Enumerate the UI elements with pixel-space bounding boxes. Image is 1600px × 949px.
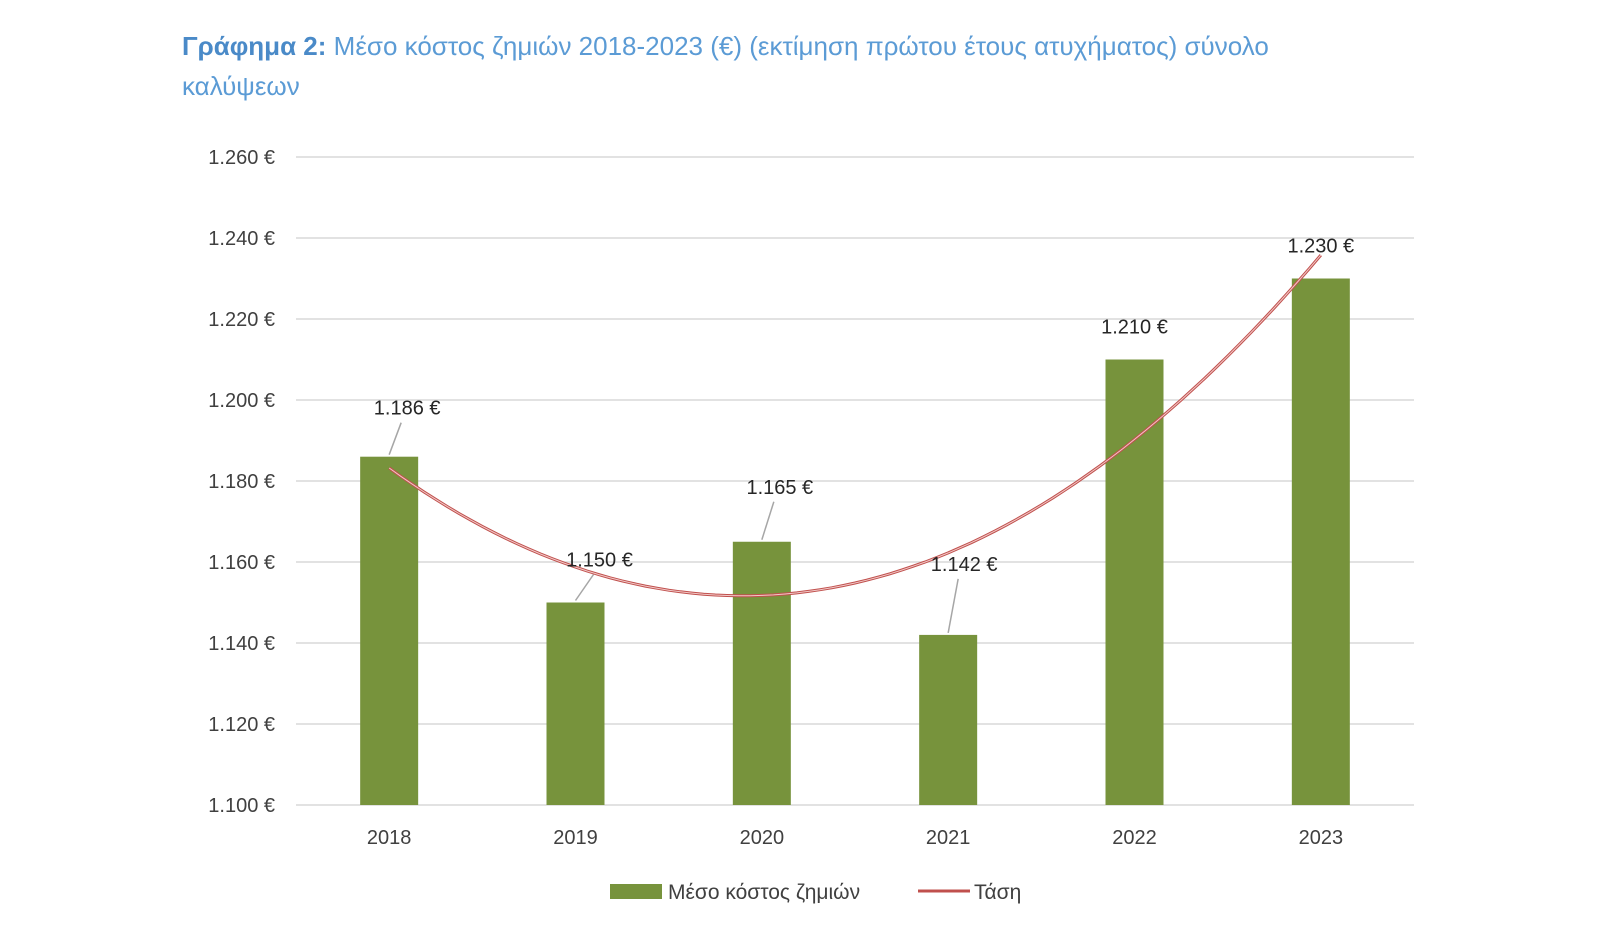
- y-tick-label: 1.260 €: [208, 147, 275, 169]
- x-axis-tick-labels: 2018 2019 2020 2021 2022 2023: [367, 827, 1343, 849]
- legend-swatch-bars: [610, 884, 662, 899]
- x-tick-label: 2020: [740, 827, 785, 849]
- x-tick-label: 2022: [1112, 827, 1157, 849]
- y-tick-label: 1.200 €: [208, 390, 275, 412]
- data-label-leader: [574, 574, 595, 601]
- trendline: [388, 254, 1322, 598]
- y-tick-label: 1.120 €: [208, 714, 275, 736]
- data-label-leader: [761, 501, 775, 540]
- data-label-2022: 1.210 €: [1101, 317, 1168, 339]
- data-label-leader: [388, 422, 402, 455]
- y-tick-label: 1.160 €: [208, 552, 275, 574]
- y-tick-label: 1.240 €: [208, 228, 275, 250]
- data-label-2021: 1.142 €: [931, 554, 998, 576]
- gridlines: [296, 156, 1414, 806]
- data-label-2019: 1.150 €: [566, 550, 633, 572]
- data-label-2023: 1.230 €: [1287, 236, 1354, 258]
- chart-title-text: Μέσο κόστος ζημιών 2018-2023 (€) (εκτίμη…: [182, 31, 1269, 101]
- data-label-leaders: [388, 422, 959, 634]
- bar-2018: [360, 456, 419, 805]
- legend-label-bars: Μέσο κόστος ζημιών: [668, 881, 860, 904]
- x-tick-label: 2018: [367, 827, 412, 849]
- x-tick-label: 2021: [926, 827, 971, 849]
- x-tick-label: 2023: [1299, 827, 1344, 849]
- legend: Μέσο κόστος ζημιών Τάση: [610, 881, 1021, 904]
- y-tick-label: 1.140 €: [208, 633, 275, 655]
- x-tick-label: 2019: [553, 827, 598, 849]
- y-tick-label: 1.100 €: [208, 795, 275, 817]
- y-axis-tick-labels: 1.100 € 1.120 € 1.140 € 1.160 € 1.180 € 1.200…: [208, 147, 275, 817]
- data-label-2020: 1.165 €: [746, 477, 813, 499]
- bar-2021: [919, 634, 978, 805]
- bars: [360, 278, 1350, 805]
- bar-2022: [1105, 359, 1164, 805]
- chart-title-prefix: Γράφημα 2:: [182, 31, 327, 61]
- bar-2020: [732, 541, 791, 805]
- bar-2019: [546, 602, 605, 805]
- trendline-path: [388, 254, 1322, 598]
- y-tick-label: 1.180 €: [208, 471, 275, 493]
- bar-2023: [1291, 278, 1350, 805]
- data-labels: 1.186 € 1.150 € 1.165 € 1.142 € 1.210 € 1.230…: [374, 236, 1354, 576]
- y-tick-label: 1.220 €: [208, 309, 275, 331]
- data-label-leader: [947, 578, 959, 634]
- chart-title: Γράφημα 2: Μέσο κόστος ζημιών 2018-2023 …: [182, 26, 1382, 106]
- legend-label-trend: Τάση: [974, 881, 1021, 904]
- trendline-highlight: [388, 254, 1322, 597]
- data-label-2018: 1.186 €: [374, 398, 441, 420]
